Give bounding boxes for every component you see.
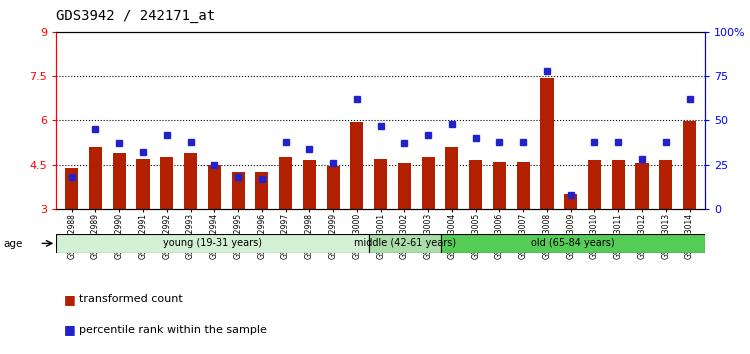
Bar	[112, 153, 126, 209]
Bar	[398, 163, 411, 209]
Text: ■: ■	[64, 324, 76, 336]
Bar	[279, 157, 292, 209]
Bar	[368, 234, 441, 253]
Text: ■: ■	[64, 293, 76, 306]
Text: middle (42-61 years): middle (42-61 years)	[353, 238, 456, 249]
Text: old (65-84 years): old (65-84 years)	[531, 238, 615, 249]
Bar	[446, 147, 458, 209]
Bar	[208, 165, 220, 209]
Bar	[422, 157, 435, 209]
Bar	[326, 166, 340, 209]
Bar	[564, 194, 578, 209]
Bar	[541, 78, 554, 209]
Bar	[255, 172, 268, 209]
Text: age: age	[4, 239, 23, 249]
Bar	[517, 162, 530, 209]
Bar	[65, 167, 78, 209]
Bar	[588, 160, 601, 209]
Bar	[612, 160, 625, 209]
Text: GDS3942 / 242171_at: GDS3942 / 242171_at	[56, 9, 215, 23]
Bar	[470, 160, 482, 209]
Bar	[441, 234, 705, 253]
Text: percentile rank within the sample: percentile rank within the sample	[79, 325, 267, 335]
Bar	[635, 163, 649, 209]
Text: transformed count: transformed count	[79, 294, 182, 304]
Bar	[350, 122, 364, 209]
Bar	[160, 157, 173, 209]
Bar	[89, 147, 102, 209]
Bar	[683, 121, 696, 209]
Text: young (19-31 years): young (19-31 years)	[163, 238, 262, 249]
Bar	[659, 160, 672, 209]
Bar	[232, 172, 244, 209]
Bar	[184, 153, 197, 209]
Bar	[56, 234, 368, 253]
Bar	[493, 162, 506, 209]
Bar	[303, 160, 316, 209]
Bar	[374, 159, 387, 209]
Bar	[136, 159, 149, 209]
